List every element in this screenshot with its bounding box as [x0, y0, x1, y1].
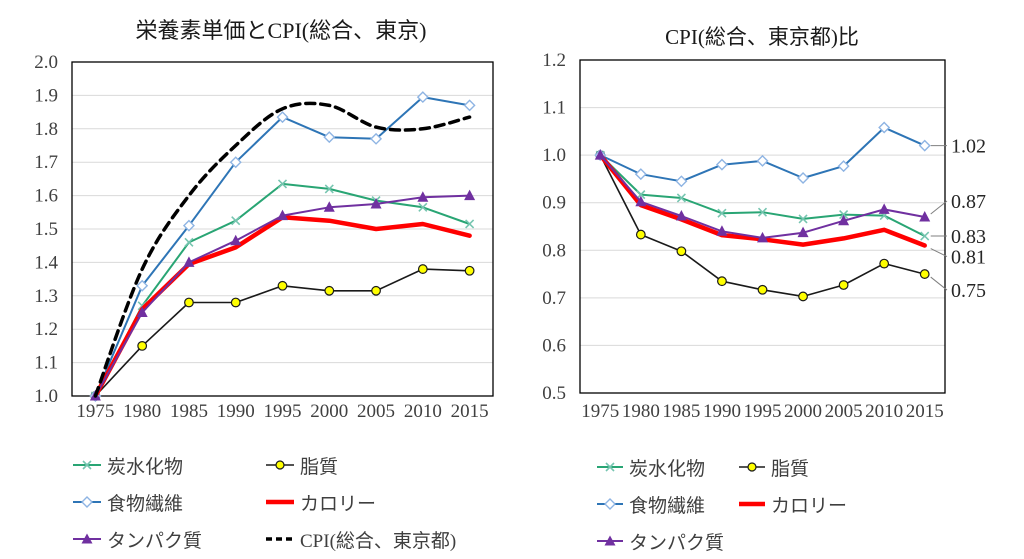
svg-text:2005: 2005	[825, 401, 863, 422]
svg-text:2005: 2005	[357, 401, 395, 422]
svg-text:1985: 1985	[662, 401, 700, 422]
svg-text:1.1: 1.1	[34, 353, 58, 374]
legend-item-fiber-right: 食物繊維	[596, 493, 706, 517]
svg-text:1975: 1975	[76, 401, 114, 422]
svg-text:1.0: 1.0	[542, 145, 566, 166]
legend-label: 食物繊維	[629, 495, 706, 517]
legend-label: 炭水化物	[629, 458, 706, 480]
svg-text:1995: 1995	[744, 401, 782, 422]
svg-text:1.6: 1.6	[34, 186, 58, 207]
svg-text:1985: 1985	[170, 401, 208, 422]
legend-item-protein-left: タンパク質	[72, 528, 203, 552]
legend-label: 脂質	[300, 456, 339, 478]
calorie-line-marker-icon	[738, 496, 766, 512]
legend-label: カロリー	[771, 495, 848, 517]
svg-text:1980: 1980	[123, 401, 161, 422]
svg-text:1990: 1990	[217, 401, 255, 422]
svg-text:2000: 2000	[310, 401, 348, 422]
svg-text:1975: 1975	[581, 401, 619, 422]
carbohydrate-line-marker-icon	[596, 459, 624, 475]
legend-label: タンパク質	[107, 530, 203, 552]
svg-text:2010: 2010	[404, 401, 442, 422]
legend-label: 脂質	[771, 458, 810, 480]
fiber-line-marker-icon	[596, 496, 624, 512]
svg-text:0.83: 0.83	[951, 226, 986, 248]
svg-text:1.2: 1.2	[542, 50, 566, 71]
calorie-line-marker-icon	[265, 494, 295, 510]
legend-item-carbohydrate-right: 炭水化物	[596, 456, 706, 480]
svg-text:0.7: 0.7	[542, 288, 566, 309]
svg-text:1.9: 1.9	[34, 85, 58, 106]
svg-text:1.0: 1.0	[34, 386, 58, 407]
svg-text:1990: 1990	[703, 401, 741, 422]
svg-text:1.3: 1.3	[34, 286, 58, 307]
carbohydrate-line-marker-icon	[72, 457, 102, 473]
svg-text:0.9: 0.9	[542, 193, 566, 214]
legend-item-carbohydrate-left: 炭水化物	[72, 454, 184, 478]
legend-label: 食物繊維	[107, 493, 184, 515]
svg-text:1.4: 1.4	[34, 252, 58, 273]
svg-text:2000: 2000	[784, 401, 822, 422]
svg-text:0.6: 0.6	[542, 335, 566, 356]
legend-label: カロリー	[300, 493, 377, 515]
svg-text:1.02: 1.02	[951, 136, 986, 158]
left-chart-plot: 2.0 1.9 1.8 1.7 1.6 1.5 1.4 1.3 1.2 1.1 1.0 1975 198…	[34, 52, 494, 422]
cpi-dashed-line-icon	[265, 531, 295, 547]
svg-text:2015: 2015	[906, 401, 944, 422]
svg-text:1.7: 1.7	[34, 152, 58, 173]
legend-item-calorie-right: カロリー	[738, 493, 848, 517]
svg-text:1.5: 1.5	[34, 219, 58, 240]
legend-item-fat-right: 脂質	[738, 456, 810, 480]
right-chart-title: CPI(総合、東京都)比	[665, 25, 859, 49]
protein-line-marker-icon	[596, 533, 624, 549]
svg-text:2015: 2015	[451, 401, 489, 422]
svg-text:2010: 2010	[865, 401, 903, 422]
legend-label: 炭水化物	[107, 456, 184, 478]
svg-text:0.75: 0.75	[951, 280, 986, 302]
svg-text:1.1: 1.1	[542, 98, 566, 119]
protein-line-marker-icon	[72, 531, 102, 547]
right-chart-plot: 1.2 1.1 1.0 0.9 0.8 0.7 0.6 0.5 1975 1980 1985 1990…	[542, 50, 986, 422]
svg-text:1995: 1995	[264, 401, 302, 422]
svg-text:1.2: 1.2	[34, 319, 58, 340]
legend-item-protein-right: タンパク質	[596, 530, 725, 554]
legend-item-calorie-left: カロリー	[265, 491, 377, 515]
svg-text:2.0: 2.0	[34, 52, 58, 73]
svg-text:0.81: 0.81	[951, 247, 986, 269]
legend-item-fiber-left: 食物繊維	[72, 491, 184, 515]
fiber-line-marker-icon	[72, 494, 102, 510]
svg-text:1.8: 1.8	[34, 119, 58, 140]
svg-text:0.87: 0.87	[951, 191, 986, 213]
left-chart-title: 栄養素単価とCPI(総合、東京)	[135, 18, 427, 43]
svg-text:0.8: 0.8	[542, 240, 566, 261]
fat-line-marker-icon	[265, 457, 295, 473]
legend-label: タンパク質	[629, 532, 725, 554]
legend-item-fat-left: 脂質	[265, 454, 339, 478]
svg-text:1980: 1980	[622, 401, 660, 422]
legend-label: CPI(総合、東京都)	[300, 530, 457, 552]
svg-text:0.5: 0.5	[542, 383, 566, 404]
legend-item-cpi-left: CPI(総合、東京都)	[265, 528, 457, 552]
fat-line-marker-icon	[738, 459, 766, 475]
